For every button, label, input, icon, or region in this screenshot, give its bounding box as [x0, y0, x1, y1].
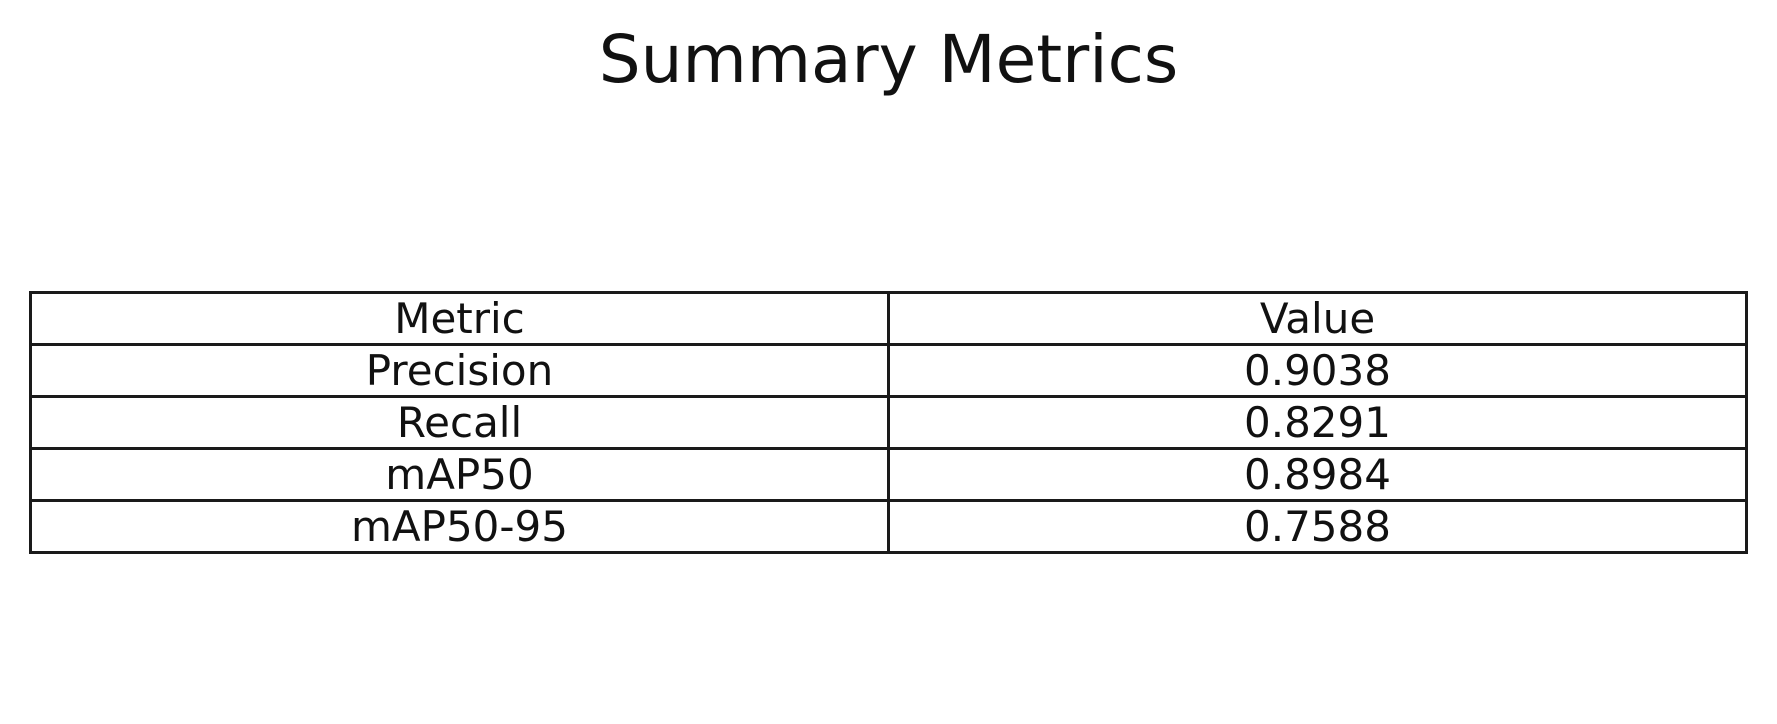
chart-title: Summary Metrics [598, 21, 1179, 98]
table-row: Recall 0.8291 [29, 395, 1748, 450]
metric-name-cell: Precision [29, 343, 890, 398]
table-row: mAP50-95 0.7588 [29, 499, 1748, 554]
table-row: Precision 0.9038 [29, 343, 1748, 398]
metric-name-cell: mAP50-95 [29, 499, 890, 554]
metric-value-cell: 0.9038 [887, 343, 1748, 398]
metrics-table: Metric Value Precision 0.9038 Recall 0.8… [29, 291, 1748, 554]
metric-name-cell: Recall [29, 395, 890, 450]
metric-value-cell: 0.8984 [887, 447, 1748, 502]
table-header-row: Metric Value [29, 291, 1748, 346]
column-header-metric: Metric [29, 291, 890, 346]
metric-value-cell: 0.7588 [887, 499, 1748, 554]
table-row: mAP50 0.8984 [29, 447, 1748, 502]
metric-name-cell: mAP50 [29, 447, 890, 502]
column-header-value: Value [887, 291, 1748, 346]
metric-value-cell: 0.8291 [887, 395, 1748, 450]
